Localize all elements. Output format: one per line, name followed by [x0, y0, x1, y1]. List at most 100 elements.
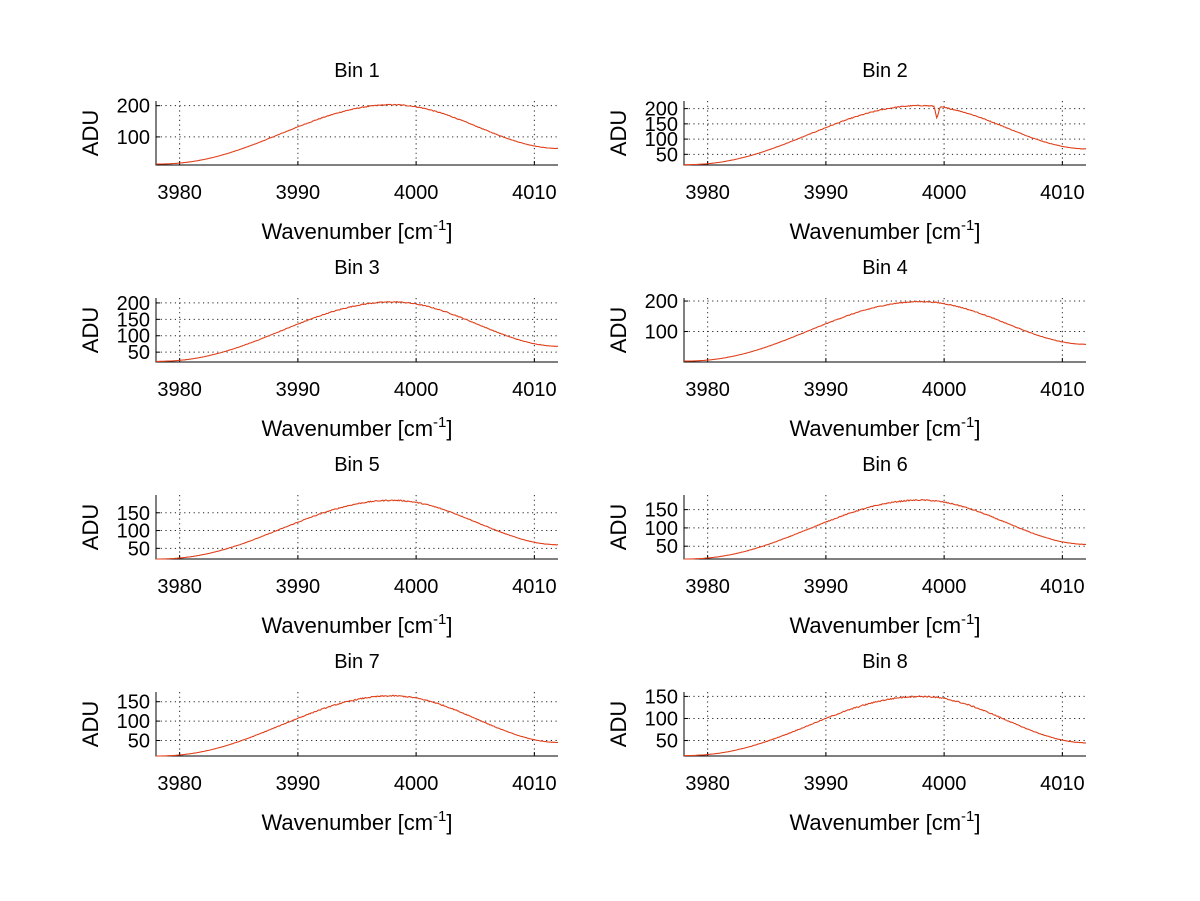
y-tick-label: 50: [128, 538, 150, 560]
x-tick-label: 3990: [276, 576, 321, 598]
y-tick-label: 150: [117, 309, 150, 331]
x-tick-label: 3990: [276, 773, 321, 795]
axes-frame: [155, 495, 558, 560]
subplot-title: Bin 2: [862, 60, 908, 82]
subplot-title: Bin 3: [334, 257, 380, 279]
y-tick-label: 50: [128, 730, 150, 752]
x-axis-label: Wavenumber [cm-1]: [789, 217, 980, 244]
x-axis-label: Wavenumber [cm-1]: [261, 611, 452, 638]
axes-frame: [683, 298, 1086, 363]
x-tick-label: 3990: [276, 182, 321, 204]
x-tick-label: 4000: [394, 182, 439, 204]
x-tick-label: 3980: [685, 773, 730, 795]
axes-frame: [155, 298, 558, 363]
y-tick-label: 150: [645, 114, 678, 136]
x-tick-label: 3980: [157, 182, 202, 204]
y-axis-label: ADU: [606, 110, 631, 156]
subplot-title: Bin 4: [862, 257, 908, 279]
subplot-title: Bin 5: [334, 454, 380, 476]
x-tick-label: 4000: [922, 773, 967, 795]
y-tick-label: 50: [656, 731, 678, 753]
x-tick-label: 4000: [394, 773, 439, 795]
x-axis-label: Wavenumber [cm-1]: [261, 808, 452, 835]
x-tick-label: 4000: [394, 576, 439, 598]
spectrum-line: [684, 300, 1087, 362]
axes-frame: [155, 692, 558, 757]
axes-frame: [683, 692, 1086, 757]
axes-frame: [155, 101, 558, 166]
x-tick-label: 4010: [512, 182, 557, 204]
y-tick-label: 100: [645, 129, 678, 151]
y-tick-label: 100: [117, 326, 150, 348]
x-tick-label: 3980: [157, 773, 202, 795]
x-tick-label: 3990: [804, 773, 849, 795]
axes-frame: [683, 495, 1086, 560]
x-tick-label: 4000: [922, 379, 967, 401]
x-tick-label: 3980: [157, 379, 202, 401]
y-tick-label: 200: [645, 99, 678, 121]
y-tick-label: 150: [117, 692, 150, 714]
y-tick-label: 50: [656, 536, 678, 558]
x-tick-label: 4010: [1040, 379, 1085, 401]
y-tick-label: 100: [117, 711, 150, 733]
subplot-bin-1: Bin 1 3980 3990 4000 4010 100 200 ADU Wavenumber…: [78, 60, 559, 244]
subplot-title: Bin 6: [862, 454, 908, 476]
y-tick-label: 100: [645, 518, 678, 540]
spectrum-line: [684, 695, 1086, 757]
x-axis-label: Wavenumber [cm-1]: [789, 611, 980, 638]
spectrum-line: [156, 694, 559, 757]
y-tick-label: 200: [117, 96, 150, 118]
y-tick-label: 50: [656, 144, 678, 166]
y-tick-label: 200: [117, 293, 150, 315]
x-tick-label: 4010: [1040, 576, 1085, 598]
subplot-bin-4: Bin 4 3980 3990 4000 4010 100 200 ADU Wavenumber…: [606, 257, 1087, 441]
x-axis-label: Wavenumber [cm-1]: [789, 808, 980, 835]
x-axis-label: Wavenumber [cm-1]: [261, 414, 452, 441]
subplot-title: Bin 7: [334, 651, 380, 673]
x-tick-label: 4010: [1040, 773, 1085, 795]
x-tick-label: 3980: [685, 576, 730, 598]
x-tick-label: 4000: [394, 379, 439, 401]
subplot-title: Bin 8: [862, 651, 908, 673]
y-tick-label: 100: [645, 322, 678, 344]
x-tick-label: 3980: [685, 379, 730, 401]
spectrum-line: [684, 104, 1087, 166]
x-tick-label: 3980: [157, 576, 202, 598]
y-tick-label: 150: [117, 503, 150, 525]
x-axis-label: Wavenumber [cm-1]: [261, 217, 452, 244]
spectrum-line: [155, 301, 559, 362]
x-tick-label: 3990: [804, 182, 849, 204]
y-axis-label: ADU: [606, 307, 631, 353]
y-tick-label: 100: [117, 521, 150, 543]
x-tick-label: 4010: [512, 379, 557, 401]
x-tick-label: 4000: [922, 182, 967, 204]
x-tick-label: 4010: [512, 576, 557, 598]
x-tick-label: 4010: [512, 773, 557, 795]
y-axis-label: ADU: [606, 504, 631, 550]
spectrum-line: [156, 103, 559, 165]
x-tick-label: 3990: [804, 576, 849, 598]
y-axis-label: ADU: [606, 701, 631, 747]
y-tick-label: 100: [645, 708, 678, 730]
y-axis-label: ADU: [78, 701, 103, 747]
spectrum-line: [156, 499, 559, 560]
x-tick-label: 4010: [1040, 182, 1085, 204]
x-tick-label: 3980: [685, 182, 730, 204]
y-axis-label: ADU: [78, 110, 103, 156]
y-tick-label: 50: [128, 342, 150, 364]
spectrum-line: [684, 499, 1086, 560]
y-tick-label: 100: [117, 127, 150, 149]
y-tick-label: 150: [645, 500, 678, 522]
x-tick-label: 3990: [804, 379, 849, 401]
y-axis-label: ADU: [78, 307, 103, 353]
x-tick-label: 3990: [276, 379, 321, 401]
axes-frame: [683, 101, 1086, 166]
x-tick-label: 4000: [922, 576, 967, 598]
